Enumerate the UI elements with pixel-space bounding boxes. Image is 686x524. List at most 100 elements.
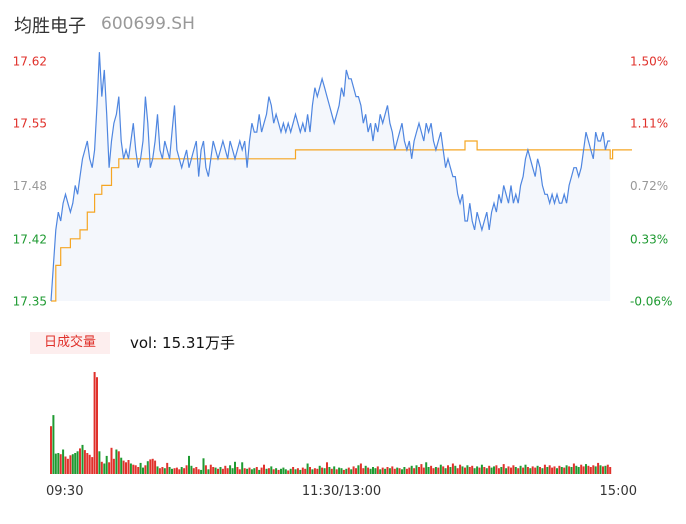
volume-bar — [275, 468, 278, 474]
volume-bar — [602, 466, 604, 474]
volume-bar — [599, 465, 602, 474]
volume-bar — [391, 466, 394, 474]
volume-bar — [100, 461, 103, 474]
volume-bar — [355, 468, 357, 474]
volume-bar — [204, 465, 207, 474]
volume-bar — [490, 467, 493, 474]
volume-bar — [367, 467, 370, 474]
right-tick-label: 1.11% — [630, 117, 668, 131]
volume-bar — [386, 467, 389, 474]
volume-bar — [594, 466, 597, 474]
volume-bar — [192, 468, 195, 474]
volume-bar — [471, 465, 474, 474]
volume-bar — [108, 462, 111, 474]
volume-bar — [321, 467, 324, 474]
volume-bar — [376, 466, 379, 474]
left-tick-label: 17.55 — [13, 117, 47, 131]
average-price-line — [51, 140, 632, 302]
volume-bar — [122, 460, 125, 474]
volume-bar — [309, 467, 311, 474]
volume-bar — [125, 462, 127, 474]
volume-bar — [483, 467, 486, 474]
left-axis-ticks: 17.62 17.55 17.48 17.42 17.35 — [13, 55, 47, 309]
volume-bar — [142, 467, 144, 474]
volume-bar — [96, 377, 98, 474]
volume-bar — [372, 467, 374, 474]
volume-bar — [534, 467, 537, 474]
volume-bar — [495, 465, 498, 474]
volume-bar — [493, 466, 495, 474]
volume-bar — [212, 467, 215, 474]
volume-bar — [214, 467, 217, 474]
volume-bar — [497, 468, 500, 474]
x-tick-label: 09:30 — [46, 484, 83, 499]
volume-bar — [415, 465, 418, 474]
volume-bar — [570, 467, 573, 474]
volume-bar — [350, 469, 353, 474]
volume-bar — [74, 453, 77, 474]
volume-bar — [585, 464, 587, 474]
volume-bar — [546, 467, 549, 474]
volume-bar — [410, 465, 413, 474]
volume-bar — [507, 466, 510, 474]
volume-bar — [401, 469, 403, 474]
volume-bar — [432, 468, 435, 474]
right-tick-label: 0.33% — [630, 232, 668, 246]
volume-bar — [536, 465, 539, 474]
volume-bar — [217, 468, 219, 474]
volume-bar — [156, 466, 159, 474]
volume-bar — [609, 467, 612, 474]
volume-bar — [512, 465, 515, 474]
volume-bar — [304, 468, 307, 474]
volume-bar — [459, 464, 462, 474]
volume-bar — [301, 467, 304, 474]
volume-bar — [517, 468, 520, 474]
volume-bar — [553, 466, 556, 474]
volume-bar — [330, 468, 333, 474]
volume-bar — [597, 462, 600, 474]
volume-bar — [93, 372, 96, 474]
volume-bar — [195, 467, 198, 474]
volume-bar — [580, 464, 583, 474]
volume-bar — [548, 465, 551, 474]
volume-bar — [326, 462, 328, 474]
volume-bar — [292, 467, 295, 474]
volume-bar — [430, 465, 433, 474]
volume-bar — [565, 465, 568, 474]
volume-bar — [168, 467, 171, 474]
volume-bar — [69, 455, 72, 474]
volume-bar — [437, 467, 440, 474]
volume-bar — [464, 467, 466, 474]
x-tick-label: 11:30/13:00 — [302, 484, 381, 499]
stock-name: 均胜电子 — [14, 16, 86, 37]
volume-bar — [83, 450, 86, 474]
volume-bar — [209, 464, 212, 474]
volume-bar — [250, 469, 253, 474]
volume-bar — [539, 467, 541, 474]
volume-bar — [384, 468, 387, 474]
volume-bar — [277, 469, 280, 474]
volume-bar — [265, 468, 268, 474]
volume-bar — [59, 454, 62, 474]
volume-bar — [398, 468, 401, 474]
volume-bar — [137, 467, 140, 474]
volume-bar — [178, 469, 181, 474]
volume-bar — [86, 453, 89, 474]
volume-bar — [316, 468, 319, 474]
volume-bar — [447, 465, 449, 474]
volume-bar — [270, 466, 273, 474]
volume-bar — [560, 467, 563, 474]
volume-bar — [563, 467, 566, 474]
volume-bar — [526, 467, 529, 474]
volume-bar — [505, 468, 508, 474]
volume-bar — [587, 465, 590, 474]
volume-bar — [306, 463, 309, 474]
volume-bar — [485, 468, 488, 474]
volume-bar — [88, 454, 91, 474]
volume-badge[interactable]: 日成交量 — [30, 332, 110, 354]
volume-bar — [144, 465, 147, 474]
volume-bar — [589, 467, 592, 474]
volume-bar — [473, 468, 476, 474]
volume-bar — [434, 467, 437, 474]
volume-bar — [374, 468, 377, 474]
